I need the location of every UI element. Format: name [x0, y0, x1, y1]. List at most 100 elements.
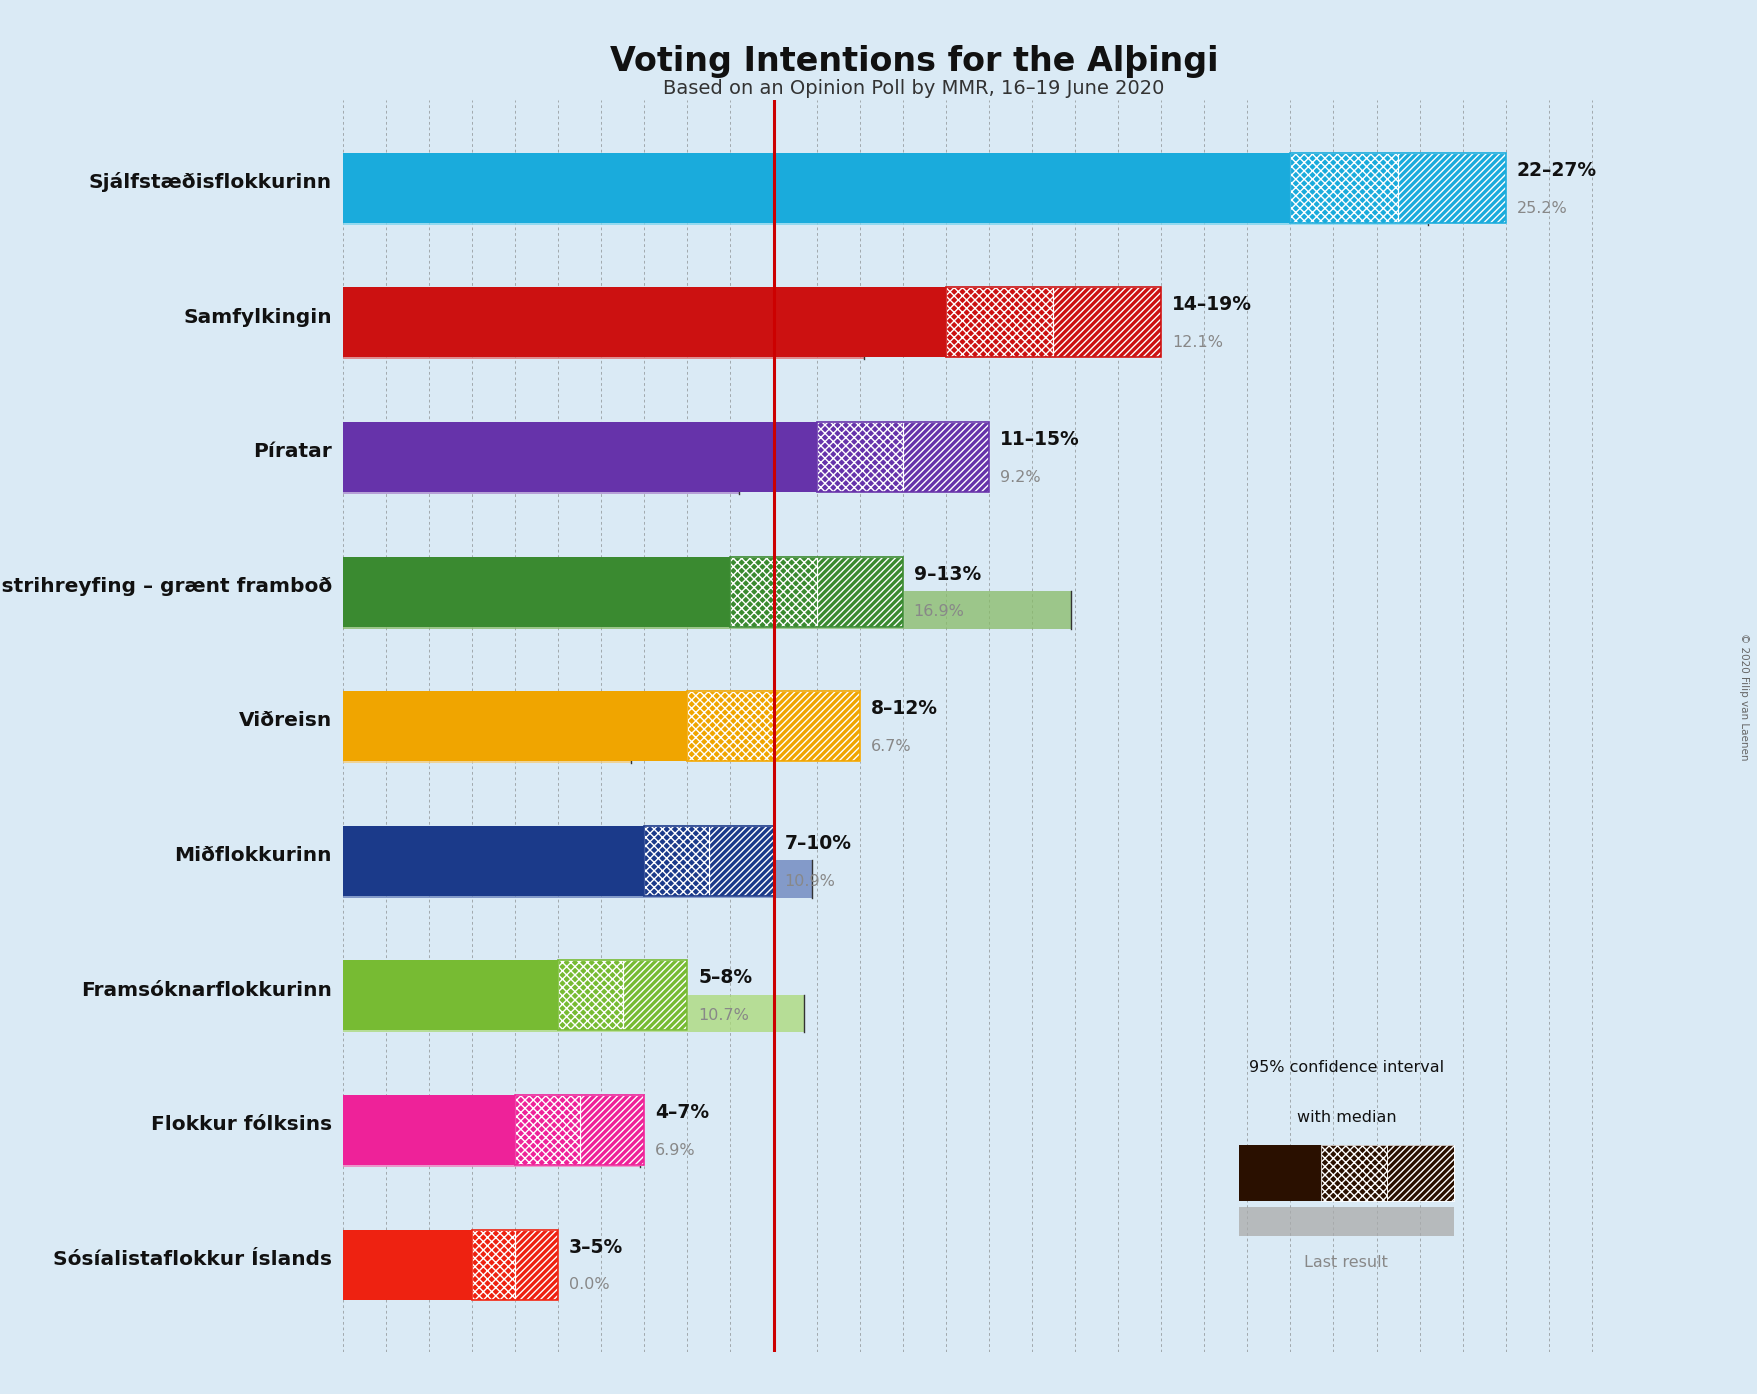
Bar	[559, 960, 687, 1030]
Text: with median: with median	[1297, 1110, 1395, 1125]
Text: 3–5%: 3–5%	[569, 1238, 622, 1256]
Bar	[471, 1230, 515, 1299]
Text: 9.2%: 9.2%	[1000, 470, 1040, 485]
Bar	[1397, 153, 1506, 223]
Text: 7–10%: 7–10%	[784, 834, 850, 853]
Text: 6.9%: 6.9%	[655, 1143, 696, 1158]
Bar	[1320, 1144, 1386, 1202]
Text: Voting Intentions for the Alþingi: Voting Intentions for the Alþingi	[610, 45, 1218, 78]
Bar	[731, 556, 817, 627]
Text: Framsóknarflokkurinn: Framsóknarflokkurinn	[81, 980, 332, 999]
Bar	[559, 960, 622, 1030]
Text: 6.7%: 6.7%	[870, 739, 910, 754]
Bar	[515, 1096, 645, 1165]
Bar	[343, 691, 687, 761]
Bar	[343, 187, 1427, 224]
Bar	[903, 422, 989, 492]
Bar	[343, 860, 812, 898]
Text: Píratar: Píratar	[253, 442, 332, 461]
Bar	[515, 1096, 580, 1165]
Bar	[945, 287, 1052, 357]
Bar	[773, 691, 859, 761]
Bar	[945, 287, 1052, 357]
Bar	[1290, 153, 1506, 223]
Bar	[343, 556, 731, 627]
Bar	[343, 1096, 515, 1165]
Bar	[645, 825, 708, 896]
Bar	[731, 556, 817, 627]
Bar	[515, 1096, 580, 1165]
Text: 25.2%: 25.2%	[1516, 201, 1565, 216]
Bar	[580, 1096, 643, 1165]
Text: 10.9%: 10.9%	[784, 874, 835, 888]
Bar	[1052, 287, 1160, 357]
Text: 8–12%: 8–12%	[870, 700, 936, 718]
Text: 14–19%: 14–19%	[1172, 296, 1251, 315]
Bar	[343, 456, 738, 493]
Bar	[343, 287, 945, 357]
Bar	[343, 153, 1290, 223]
Bar	[471, 1230, 515, 1299]
Bar	[1239, 1207, 1453, 1236]
Text: Last result: Last result	[1304, 1255, 1388, 1270]
Bar	[343, 825, 645, 896]
Bar	[773, 691, 859, 761]
Text: 4–7%: 4–7%	[655, 1103, 708, 1122]
Bar	[622, 960, 687, 1030]
Bar	[903, 422, 989, 492]
Bar	[1320, 1144, 1386, 1202]
Bar	[343, 725, 631, 763]
Bar	[343, 322, 863, 360]
Bar	[687, 691, 773, 761]
Text: Sjálfstæðisflokkurinn: Sjálfstæðisflokkurinn	[90, 173, 332, 192]
Text: Based on an Opinion Poll by MMR, 16–19 June 2020: Based on an Opinion Poll by MMR, 16–19 J…	[662, 79, 1165, 99]
Text: Vinstrihreyfing – grænt framboð: Vinstrihreyfing – grænt framboð	[0, 577, 332, 595]
Bar	[515, 1230, 559, 1299]
Bar	[645, 825, 708, 896]
Bar	[1239, 1144, 1320, 1202]
Text: 5–8%: 5–8%	[698, 969, 752, 987]
Bar	[945, 287, 1161, 357]
Bar	[1052, 287, 1160, 357]
Text: 95% confidence interval: 95% confidence interval	[1247, 1059, 1442, 1075]
Text: 16.9%: 16.9%	[914, 605, 965, 619]
Text: 0.0%: 0.0%	[569, 1277, 610, 1292]
Bar	[817, 422, 903, 492]
Text: 12.1%: 12.1%	[1172, 335, 1223, 350]
Bar	[817, 556, 903, 627]
Text: 11–15%: 11–15%	[1000, 431, 1079, 449]
Bar	[559, 960, 622, 1030]
Bar	[471, 1230, 559, 1299]
Bar	[343, 1230, 471, 1299]
Bar	[515, 1230, 559, 1299]
Bar	[343, 960, 559, 1030]
Bar	[622, 960, 687, 1030]
Bar	[708, 825, 773, 896]
Bar	[343, 995, 803, 1033]
Bar	[687, 691, 773, 761]
Text: Flokkur fólksins: Flokkur fólksins	[151, 1115, 332, 1135]
Bar	[1397, 153, 1506, 223]
Text: Miðflokkurinn: Miðflokkurinn	[174, 846, 332, 866]
Bar	[1290, 153, 1397, 223]
Text: 9–13%: 9–13%	[914, 565, 980, 584]
Bar	[708, 825, 773, 896]
Bar	[1290, 153, 1397, 223]
Text: Viðreisn: Viðreisn	[239, 711, 332, 730]
Bar	[731, 556, 903, 627]
Bar	[817, 422, 989, 492]
Bar	[687, 691, 859, 761]
Bar	[1386, 1144, 1453, 1202]
Text: 22–27%: 22–27%	[1516, 160, 1595, 180]
Bar	[645, 825, 773, 896]
Text: © 2020 Filip van Laenen: © 2020 Filip van Laenen	[1738, 633, 1748, 761]
Bar	[580, 1096, 643, 1165]
Text: Sósíalistaflokkur Íslands: Sósíalistaflokkur Íslands	[53, 1250, 332, 1269]
Bar	[343, 422, 817, 492]
Bar	[1386, 1144, 1453, 1202]
Bar	[817, 422, 903, 492]
Bar	[343, 1129, 640, 1167]
Bar	[343, 591, 1070, 629]
Text: 10.7%: 10.7%	[698, 1008, 748, 1023]
Bar	[817, 556, 903, 627]
